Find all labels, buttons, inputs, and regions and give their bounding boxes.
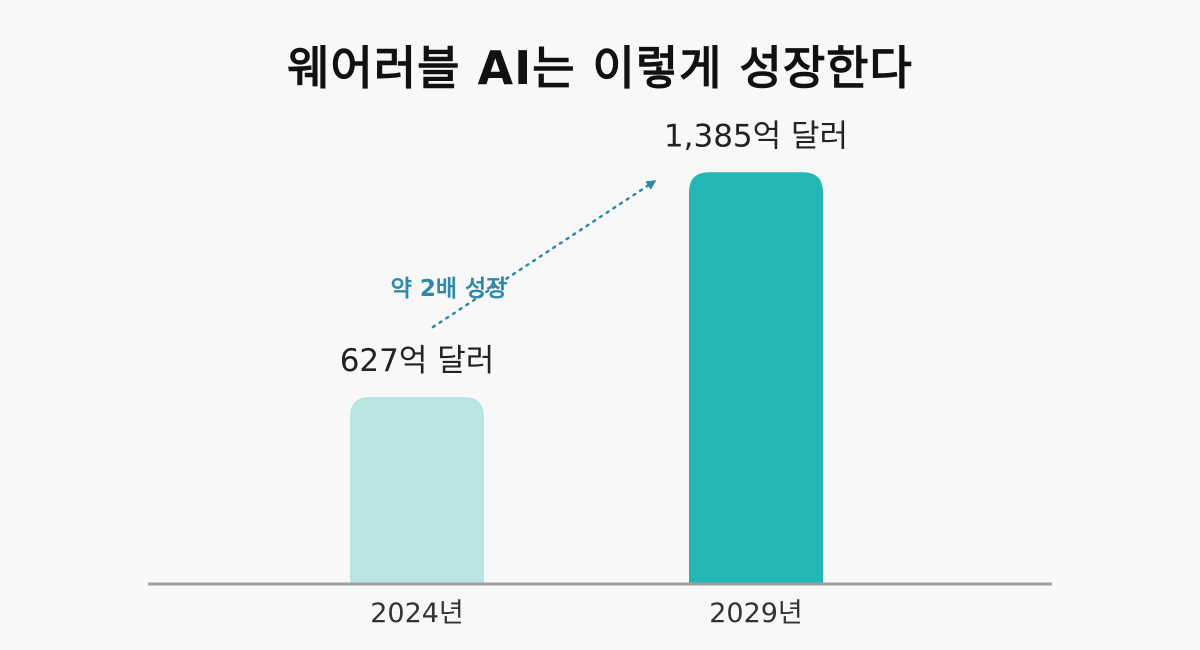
bars-group [350,172,823,583]
x-tick-label-2029년: 2029년 [709,598,803,629]
data-label-2029년: 1,385억 달러 [664,118,848,154]
data-label-2024년: 627억 달러 [340,343,495,379]
chart-title: 웨어러블 AI는 이렇게 성장한다 [287,41,913,95]
labels-group: 627억 달러 2024년 1,385억 달러 2029년 [340,118,848,629]
growth-annotation-label: 약 2배 성장 [391,276,508,302]
bar-2029년 [689,172,823,583]
x-tick-label-2024년: 2024년 [370,598,464,629]
bar-2024년 [350,397,484,583]
growth-arrow [431,180,657,329]
